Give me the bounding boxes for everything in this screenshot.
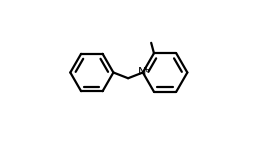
Text: +: + — [142, 65, 149, 74]
Text: N: N — [138, 67, 146, 77]
